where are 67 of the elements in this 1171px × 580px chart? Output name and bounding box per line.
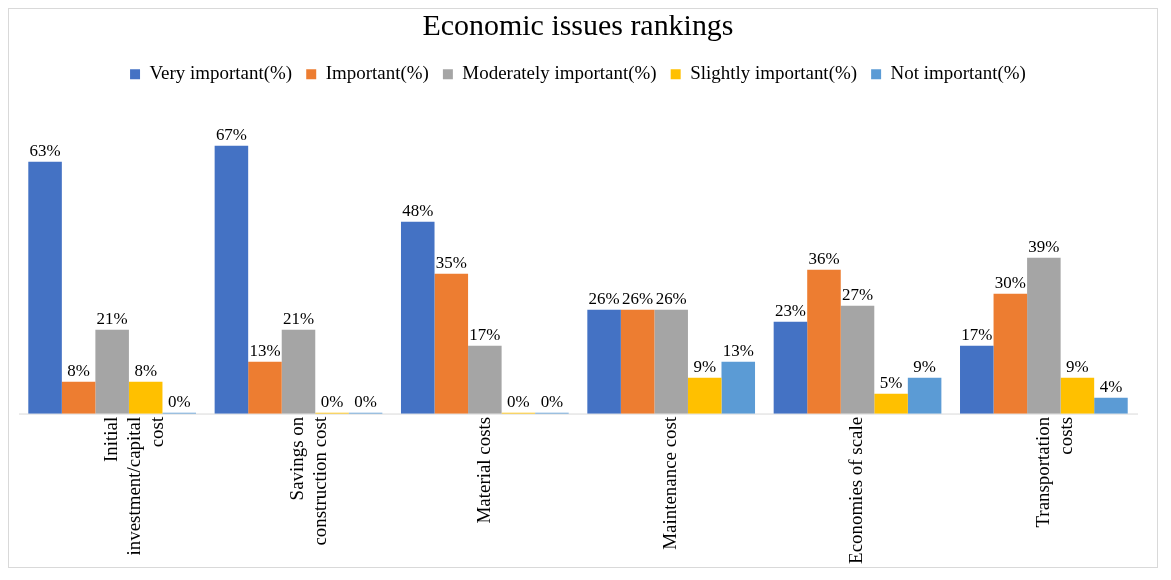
data-label: 17% <box>469 324 501 344</box>
x-tick-label: Material costs <box>472 416 494 524</box>
data-label: 21% <box>282 308 315 328</box>
data-label: 26% <box>622 288 654 308</box>
x-tick-label: Economies of scale <box>845 416 867 564</box>
bar <box>874 393 908 414</box>
bar <box>128 381 163 414</box>
data-label: 0% <box>354 391 377 411</box>
bar <box>468 345 502 414</box>
data-label: 36% <box>808 248 840 268</box>
bar <box>1060 377 1095 414</box>
bar <box>281 329 316 414</box>
data-label: 23% <box>774 300 806 320</box>
bar <box>687 377 722 414</box>
bar <box>95 329 129 414</box>
data-label: 9% <box>1066 356 1089 376</box>
bar <box>61 381 96 414</box>
bar <box>993 293 1028 414</box>
data-label: 0% <box>507 391 530 411</box>
data-label: 8% <box>134 360 157 380</box>
data-label: 21% <box>96 308 128 328</box>
legend-label: Moderately important(%) <box>462 62 657 85</box>
data-label: 0% <box>540 391 564 411</box>
legend-label: Very important(%) <box>149 62 293 85</box>
legend-label: Not important(%) <box>890 62 1026 85</box>
bar <box>721 361 756 414</box>
data-label: 0% <box>167 391 191 411</box>
bar <box>434 273 469 414</box>
data-label: 35% <box>435 252 467 272</box>
bar <box>773 321 808 414</box>
bar <box>654 309 688 414</box>
x-tick-label: Maintenance cost <box>659 416 681 550</box>
legend-label: Slightly important(%) <box>690 62 858 85</box>
data-label: 13% <box>249 340 281 360</box>
data-label: 13% <box>722 340 754 360</box>
bar <box>907 377 942 414</box>
data-label: 63% <box>29 140 61 160</box>
x-tick-label: Savings on construction cost <box>286 416 331 546</box>
bar <box>400 221 435 414</box>
x-tick-label: Initial investment/capital cost <box>100 416 167 556</box>
bar <box>587 309 621 414</box>
x-tick-label: Transportation costs <box>1031 416 1076 528</box>
bar <box>620 309 655 414</box>
data-label: 5% <box>879 372 903 392</box>
bar <box>214 145 249 414</box>
data-label: 0% <box>320 391 344 411</box>
bar <box>840 305 875 414</box>
data-label: 9% <box>693 356 717 376</box>
data-label: 26% <box>655 288 687 308</box>
legend-label: Important(%) <box>325 62 429 85</box>
data-label: 17% <box>961 324 993 344</box>
data-label: 30% <box>994 272 1026 292</box>
data-label: 39% <box>1028 236 1060 256</box>
bar <box>28 161 62 414</box>
data-label: 67% <box>215 124 247 144</box>
data-label: 4% <box>1099 376 1123 396</box>
bar <box>807 269 841 414</box>
bar <box>248 361 282 414</box>
data-label: 8% <box>67 360 90 380</box>
bar <box>1094 397 1128 414</box>
bar <box>1027 257 1061 414</box>
data-label: 48% <box>402 200 434 220</box>
data-label: 9% <box>913 356 936 376</box>
data-label: 26% <box>588 288 620 308</box>
data-label: 27% <box>841 284 874 304</box>
bar <box>960 345 994 414</box>
chart-title: Economic issues rankings <box>422 7 734 41</box>
